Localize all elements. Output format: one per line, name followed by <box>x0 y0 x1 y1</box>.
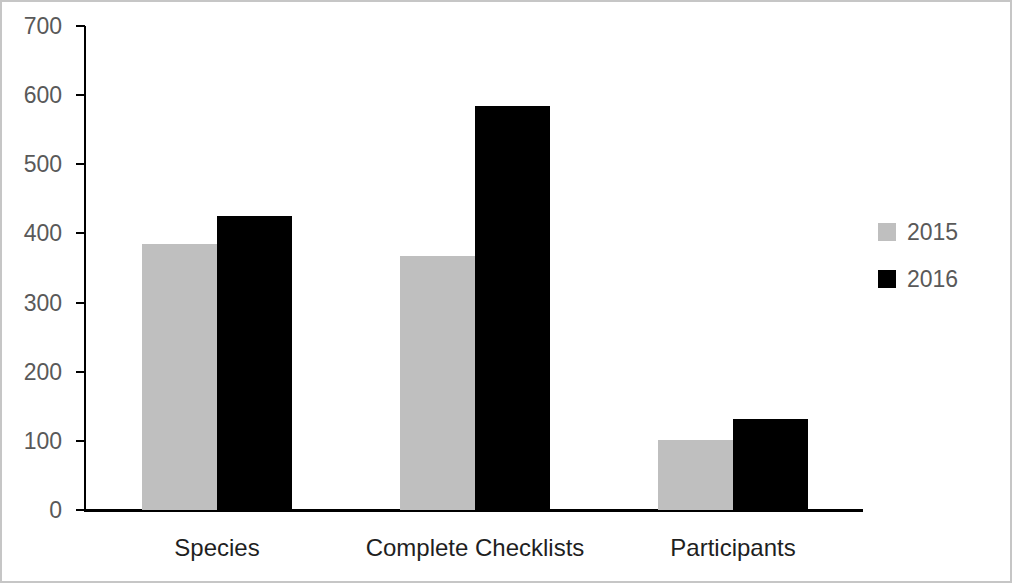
bar-2016-complete-checklists <box>475 106 550 510</box>
legend-swatch-icon <box>878 270 896 288</box>
bar-2015-species <box>142 244 217 510</box>
y-tick-mark-500 <box>76 163 85 165</box>
y-tick-label-600: 600 <box>2 81 62 109</box>
x-category-label-complete-checklists: Complete Checklists <box>325 532 625 564</box>
y-tick-label-0: 0 <box>2 496 62 524</box>
y-tick-label-500: 500 <box>2 150 62 178</box>
y-tick-label-700: 700 <box>2 12 62 40</box>
bar-2016-participants <box>733 419 808 510</box>
y-tick-mark-700 <box>76 25 85 27</box>
y-tick-label-300: 300 <box>2 289 62 317</box>
y-tick-mark-200 <box>76 371 85 373</box>
x-category-label-participants: Participants <box>583 532 883 564</box>
x-category-label-species: Species <box>67 532 367 564</box>
y-tick-mark-0 <box>76 509 85 511</box>
bar-2015-participants <box>658 440 733 510</box>
legend-item-2015: 2015 <box>878 219 958 245</box>
y-tick-label-200: 200 <box>2 358 62 386</box>
y-tick-mark-600 <box>76 94 85 96</box>
y-tick-mark-300 <box>76 302 85 304</box>
legend-label-2016: 2016 <box>907 266 958 292</box>
y-tick-mark-400 <box>76 232 85 234</box>
y-tick-label-400: 400 <box>2 219 62 247</box>
legend-swatch-icon <box>878 223 896 241</box>
y-tick-label-100: 100 <box>2 427 62 455</box>
bar-2015-complete-checklists <box>400 256 475 510</box>
legend-item-2016: 2016 <box>878 266 958 292</box>
y-tick-mark-100 <box>76 440 85 442</box>
bar-2016-species <box>217 216 292 510</box>
legend: 2015 2016 <box>878 219 958 313</box>
chart-image: 0 100 200 300 400 500 600 700 SpeciesComplete C… <box>0 0 1012 583</box>
legend-label-2015: 2015 <box>907 219 958 245</box>
